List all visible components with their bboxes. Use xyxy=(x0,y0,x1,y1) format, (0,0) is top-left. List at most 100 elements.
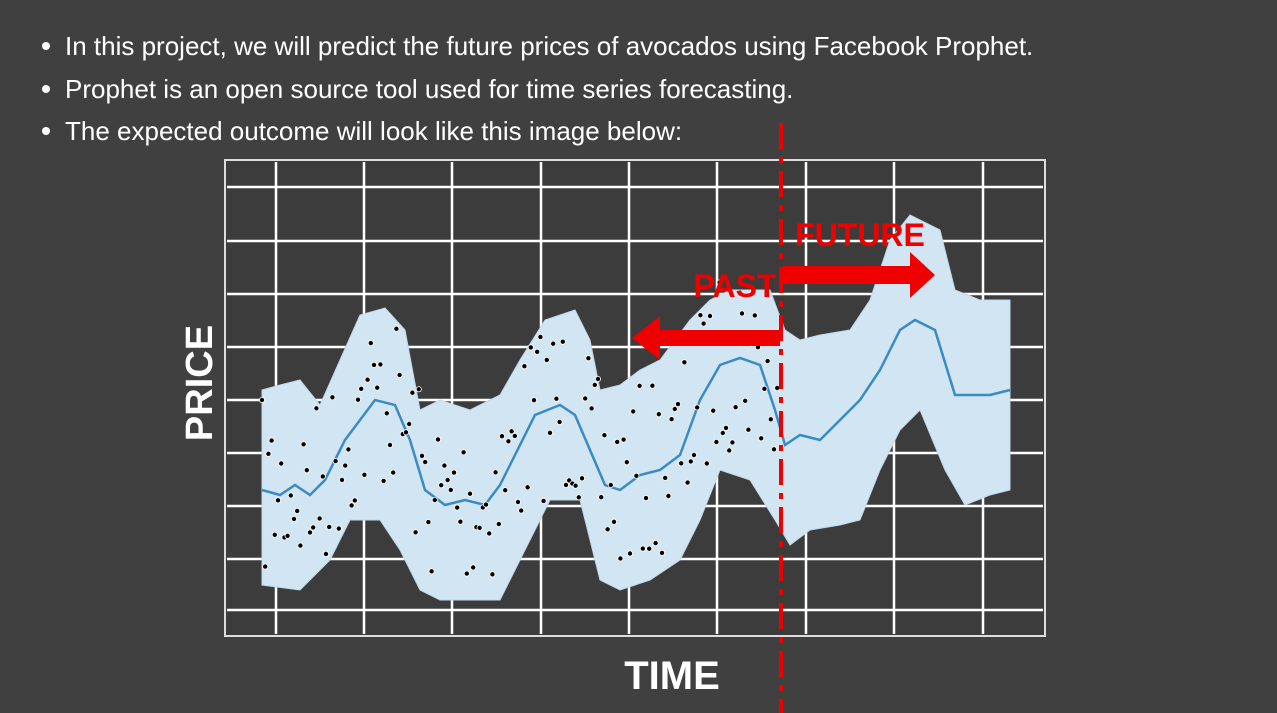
observation-dot xyxy=(428,568,435,575)
observation-dot xyxy=(271,531,278,538)
observation-dot xyxy=(598,494,605,501)
observation-dot xyxy=(265,450,272,457)
observation-dot xyxy=(655,411,662,418)
bullet-text: The expected outcome will look like this… xyxy=(65,116,682,146)
observation-dot xyxy=(703,460,710,467)
observation-dot xyxy=(463,570,470,577)
observation-dot xyxy=(444,476,451,483)
observation-dot xyxy=(396,371,403,378)
past-arrow xyxy=(632,316,780,360)
observation-dot xyxy=(668,416,675,423)
observation-dot xyxy=(502,487,509,494)
observation-dot xyxy=(342,462,349,469)
future-arrow xyxy=(783,252,935,298)
observation-dot xyxy=(537,333,544,340)
observation-dot xyxy=(383,410,390,417)
observation-dot xyxy=(614,438,621,445)
observation-dot xyxy=(457,518,464,525)
observation-dot xyxy=(767,416,774,423)
observation-dot xyxy=(623,459,630,466)
observation-dot xyxy=(498,433,505,440)
observation-dot xyxy=(729,439,736,446)
observation-dot xyxy=(393,325,400,332)
observation-dot xyxy=(326,523,333,530)
observation-dot xyxy=(425,519,432,526)
forecast-figure: PAST FUTURE PRICE TIME xyxy=(179,123,1046,713)
observation-dot xyxy=(486,530,493,537)
observation-dot xyxy=(258,396,265,403)
bullet-dot xyxy=(42,42,50,50)
observation-dot xyxy=(687,458,694,465)
observation-dot xyxy=(764,358,771,365)
observation-dot xyxy=(649,382,656,389)
observation-dot xyxy=(575,494,582,501)
observation-dot xyxy=(412,529,419,536)
observation-dot xyxy=(710,407,717,414)
observation-dot xyxy=(268,437,275,444)
observation-dot xyxy=(450,469,457,476)
observation-dot xyxy=(319,473,326,480)
observation-dot xyxy=(505,438,512,445)
observation-dot xyxy=(633,472,640,479)
observation-dot xyxy=(294,507,301,514)
observation-dot xyxy=(354,396,361,403)
observation-dot xyxy=(335,525,342,532)
observation-dot xyxy=(771,446,778,453)
observation-dot xyxy=(643,495,650,502)
observation-dot xyxy=(367,340,374,347)
observation-dot xyxy=(316,515,323,522)
observation-dot xyxy=(508,428,515,435)
observation-dot xyxy=(351,497,358,504)
observation-dot xyxy=(563,481,570,488)
observation-dot xyxy=(489,571,496,578)
observation-dot xyxy=(604,526,611,533)
observation-dot xyxy=(358,385,365,392)
observation-dot xyxy=(274,497,281,504)
observation-dot xyxy=(531,397,538,404)
bullet-dot xyxy=(42,85,50,93)
observation-dot xyxy=(739,310,746,317)
forecast-line xyxy=(261,318,1011,507)
observation-dot xyxy=(290,515,297,522)
observation-dot xyxy=(534,348,541,355)
observation-dot xyxy=(361,471,368,478)
observation-dot xyxy=(434,436,441,443)
observation-dot xyxy=(447,486,454,493)
observation-dot xyxy=(671,405,678,412)
observation-dot xyxy=(579,475,586,482)
observation-dot xyxy=(607,481,614,488)
observation-dot xyxy=(370,361,377,368)
observation-dot xyxy=(511,432,518,439)
observation-dot xyxy=(438,482,445,489)
observation-dot xyxy=(415,386,422,393)
observation-dot xyxy=(345,446,352,453)
observation-dot xyxy=(402,429,409,436)
observation-dot xyxy=(553,395,560,402)
observation-dot xyxy=(390,469,397,476)
bullet-text: Prophet is an open source tool used for … xyxy=(65,74,793,104)
observation-dot xyxy=(758,435,765,442)
observation-dot xyxy=(639,545,646,552)
observation-dot xyxy=(284,532,291,539)
observation-dot xyxy=(466,490,473,497)
observation-dot xyxy=(364,376,371,383)
observation-dot xyxy=(550,340,557,347)
observation-dot xyxy=(665,492,672,499)
observations xyxy=(258,279,781,578)
observation-dot xyxy=(617,555,624,562)
observation-dot xyxy=(659,549,666,556)
observation-dot xyxy=(582,395,589,402)
observation-dot xyxy=(454,504,461,511)
observation-dot xyxy=(611,518,618,525)
observation-dot xyxy=(620,436,627,443)
observation-dot xyxy=(527,344,534,351)
observation-dot xyxy=(601,432,608,439)
observation-dot xyxy=(338,476,345,483)
observation-dot xyxy=(761,385,768,392)
bullet-list: In this project, we will predict the fut… xyxy=(42,31,1033,146)
observation-dot xyxy=(556,418,563,425)
observation-dot xyxy=(700,320,707,327)
observation-dot xyxy=(716,279,723,286)
bullet-dot xyxy=(42,127,50,135)
